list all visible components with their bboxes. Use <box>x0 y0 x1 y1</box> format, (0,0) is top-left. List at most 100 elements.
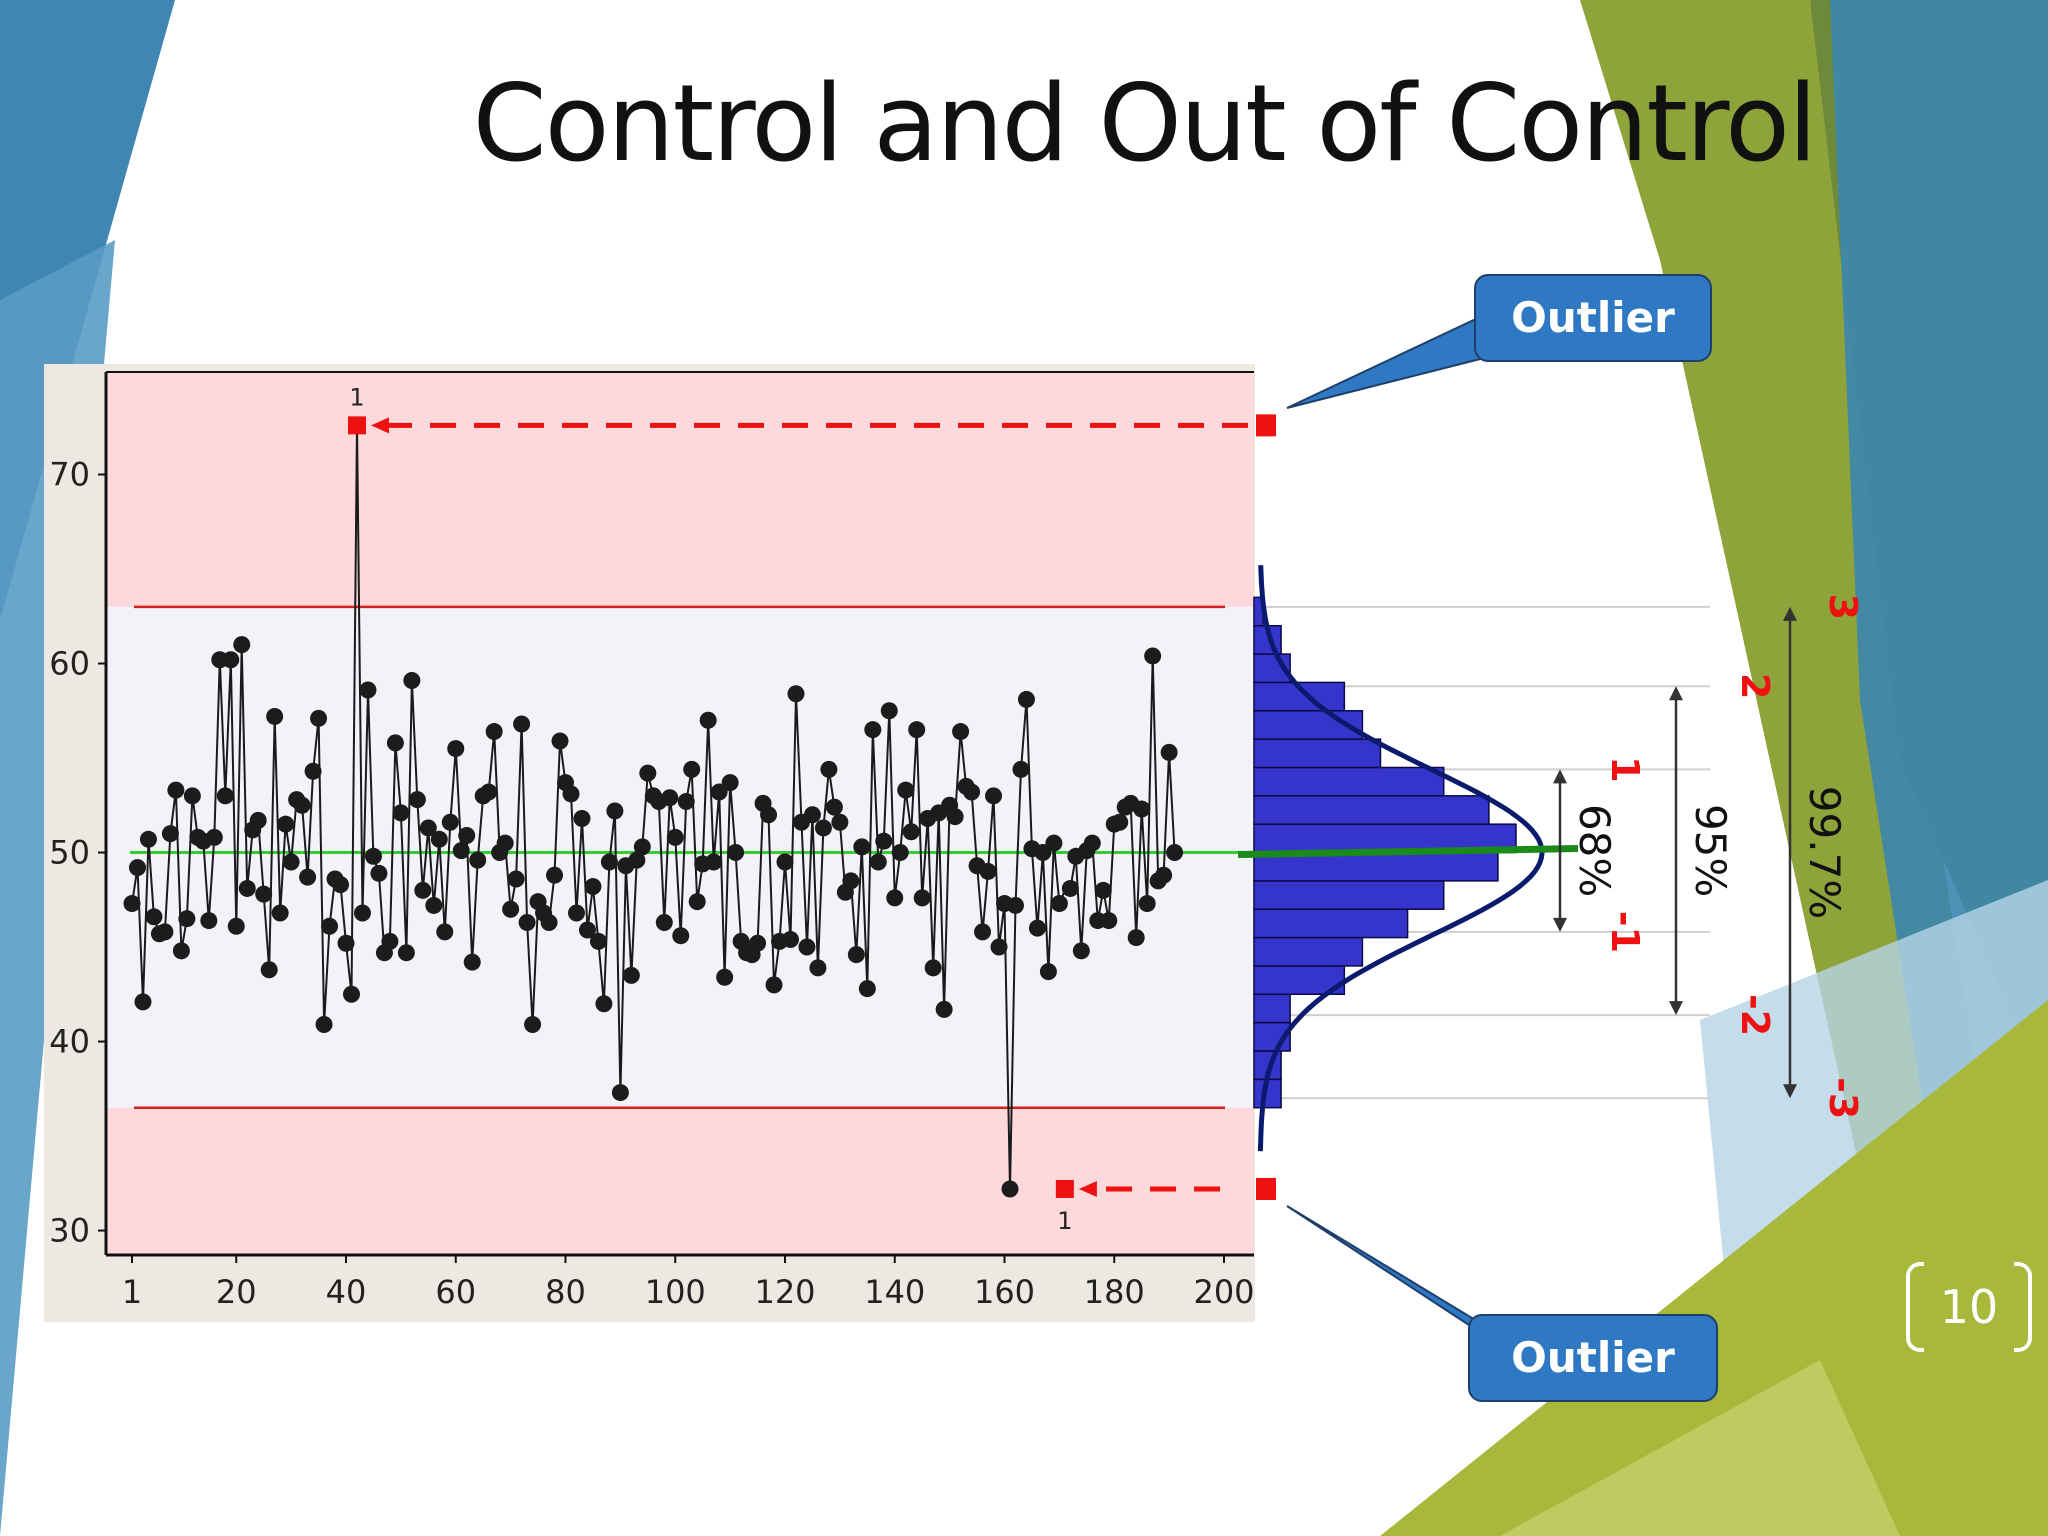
outlier-callout-pointer <box>1286 316 1494 409</box>
data-point <box>622 966 640 984</box>
histogram-bar <box>1253 795 1490 825</box>
data-point <box>452 842 470 860</box>
x-tick-label: 140 <box>864 1273 925 1311</box>
x-tick-label: 120 <box>754 1273 815 1311</box>
x-tick-label: 20 <box>216 1273 257 1311</box>
data-point <box>809 959 827 977</box>
data-point <box>546 866 564 884</box>
data-point <box>222 651 240 669</box>
data-point <box>436 923 454 941</box>
data-point <box>392 804 410 822</box>
data-point <box>139 830 157 848</box>
x-tick-label: 1 <box>122 1273 142 1311</box>
data-point <box>633 838 651 856</box>
data-point <box>1061 879 1079 897</box>
outlier-callout-bottom: Outlier <box>1468 1314 1718 1402</box>
data-point <box>760 806 778 824</box>
data-point <box>315 1016 333 1034</box>
data-point <box>803 806 821 824</box>
data-point <box>200 912 218 930</box>
data-point <box>1138 895 1156 913</box>
outlier-arrow-head <box>370 417 389 434</box>
coverage-arrow-head <box>1553 769 1567 784</box>
data-point <box>1144 647 1162 665</box>
data-point <box>589 932 607 950</box>
outlier-rule-label: 1 <box>349 383 364 411</box>
x-tick-label: 160 <box>974 1273 1035 1311</box>
data-point <box>699 711 717 729</box>
data-point <box>902 823 920 841</box>
x-tick-label: 60 <box>435 1273 476 1311</box>
data-point <box>403 672 421 690</box>
data-point <box>584 878 602 896</box>
data-point <box>716 968 734 986</box>
data-point <box>820 760 838 778</box>
data-point <box>1001 1180 1019 1198</box>
data-point <box>606 802 624 820</box>
data-point <box>858 980 876 998</box>
data-point <box>935 1000 953 1018</box>
data-point <box>562 785 580 803</box>
data-point <box>946 808 964 826</box>
data-point <box>260 961 278 979</box>
data-point <box>710 783 728 801</box>
data-point <box>359 681 377 699</box>
data-point <box>611 1084 629 1102</box>
data-point <box>419 819 437 837</box>
outlier-rule-label: 1 <box>1057 1207 1072 1235</box>
data-point <box>458 827 476 845</box>
data-point <box>172 942 190 960</box>
data-point <box>814 819 832 837</box>
data-point <box>683 760 701 778</box>
coverage-arrow-head <box>1783 606 1797 621</box>
data-point <box>321 917 339 935</box>
y-tick-label: 70 <box>49 456 90 494</box>
y-tick-label: 30 <box>49 1212 90 1250</box>
data-point <box>1045 834 1063 852</box>
data-point <box>847 946 865 964</box>
data-point <box>1050 895 1068 913</box>
data-point <box>238 879 256 897</box>
bg-green-lower <box>1380 1000 2048 1536</box>
data-point <box>842 872 860 890</box>
data-point <box>688 893 706 911</box>
data-point <box>447 740 465 758</box>
data-point <box>469 851 487 869</box>
coverage-label: 95% <box>1686 804 1735 897</box>
sigma-level-label: -3 <box>1821 1077 1865 1119</box>
outlier-callout-top: Outlier <box>1474 274 1712 362</box>
sigma-level-label: 1 <box>1603 756 1647 782</box>
data-point <box>1028 919 1046 937</box>
data-point <box>869 853 887 871</box>
data-point <box>628 851 646 869</box>
outlier-marker <box>1055 1179 1074 1198</box>
data-point <box>161 825 179 843</box>
coverage-label: 99.7% <box>1800 786 1849 919</box>
coverage-arrow-head <box>1669 1001 1683 1016</box>
data-point <box>908 721 926 739</box>
data-point <box>1166 844 1184 862</box>
y-tick-label: 40 <box>49 1023 90 1061</box>
data-point <box>540 913 558 931</box>
data-point <box>310 709 328 727</box>
data-point <box>441 813 459 831</box>
data-point <box>145 908 163 926</box>
data-point <box>1100 912 1118 930</box>
data-point <box>600 853 618 871</box>
coverage-arrow-head <box>1669 686 1683 701</box>
data-point <box>167 781 185 799</box>
data-point <box>255 885 273 903</box>
data-point <box>924 959 942 977</box>
data-point <box>595 995 613 1013</box>
data-point <box>381 932 399 950</box>
data-point <box>277 815 295 833</box>
data-point <box>798 938 816 956</box>
sigma-level-label: 3 <box>1821 594 1865 620</box>
data-point <box>496 834 514 852</box>
histogram-bar <box>1253 880 1445 910</box>
data-point <box>266 707 284 725</box>
data-point <box>364 847 382 865</box>
data-point <box>990 938 1008 956</box>
